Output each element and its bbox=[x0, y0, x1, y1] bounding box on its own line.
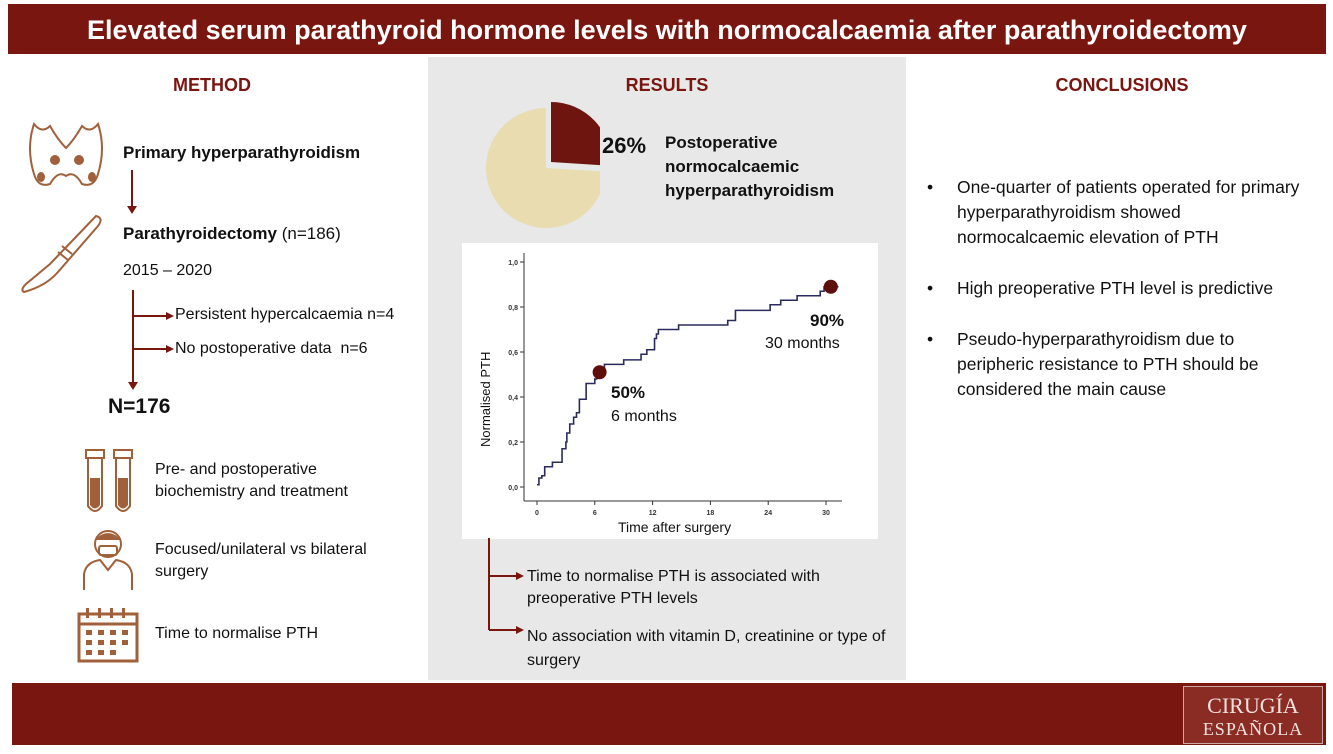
method-item-biochemistry: Pre- and postoperative biochemistry and … bbox=[155, 461, 348, 500]
test-tubes-icon bbox=[85, 449, 133, 512]
conclusions-heading: CONCLUSIONS bbox=[1055, 75, 1189, 95]
annotation-90-value: 90% bbox=[810, 311, 845, 330]
y-axis-label: Normalised PTH bbox=[478, 351, 493, 447]
method-item-time: Time to normalise PTH bbox=[155, 625, 318, 642]
results-heading: RESULTS bbox=[625, 75, 709, 95]
study-period: 2015 – 2020 bbox=[123, 262, 212, 279]
y-tick-label: 1,0 bbox=[508, 260, 518, 267]
footer-banner bbox=[12, 683, 1326, 745]
pie-chart bbox=[486, 102, 600, 228]
x-tick-label: 12 bbox=[649, 510, 657, 517]
annotation-50-label: 6 months bbox=[611, 408, 677, 425]
y-tick-label: 0,2 bbox=[508, 440, 518, 447]
parathyroidectomy-n: (n=186) bbox=[281, 224, 341, 243]
exclusion-hypercalcaemia: Persistent hypercalcaemia n=4 bbox=[175, 306, 395, 323]
chart-card bbox=[462, 243, 878, 539]
method-item-surgery: Focused/unilateral vs bilateral surgery bbox=[155, 541, 367, 580]
results-arrows bbox=[488, 538, 524, 634]
x-tick-label: 18 bbox=[707, 510, 715, 517]
finding-preop-pth: Time to normalise PTH is associated with… bbox=[527, 568, 820, 607]
x-tick-label: 30 bbox=[822, 510, 830, 517]
logo-line1: CIRUGÍA bbox=[1207, 693, 1299, 718]
pie-label: Postoperative normocalcaemic hyperparath… bbox=[665, 133, 835, 200]
conclusions-list: One-quarter of patients operated for pri… bbox=[927, 175, 1307, 428]
y-tick-label: 0,0 bbox=[508, 485, 518, 492]
x-tick-label: 6 bbox=[593, 510, 597, 517]
pie-slice-other bbox=[486, 108, 600, 228]
x-axis-label: Time after surgery bbox=[618, 519, 732, 535]
pie-slice-normocalcaemic bbox=[551, 102, 600, 166]
y-tick-label: 0,6 bbox=[508, 350, 518, 357]
conclusion-item: High preoperative PTH level is predictiv… bbox=[927, 276, 1307, 301]
flow-arrows bbox=[128, 290, 174, 390]
annotation-50-value: 50% bbox=[611, 383, 646, 402]
y-tick-label: 0,4 bbox=[508, 395, 518, 402]
calendar-icon bbox=[77, 608, 139, 663]
conclusion-item: Pseudo-hyperparathyroidism due to periph… bbox=[927, 327, 1307, 402]
x-tick-label: 0 bbox=[535, 510, 539, 517]
thyroid-icon bbox=[29, 121, 103, 186]
pie-percent: 26% bbox=[602, 133, 647, 158]
step-primary-hpt: Primary hyperparathyroidism bbox=[123, 143, 361, 162]
pth-normalisation-chart: 0 6 12 18 24 30 0,0 0,2 0,4 0,6 0,8 1,0 bbox=[508, 253, 842, 517]
annotation-marker bbox=[592, 365, 607, 380]
exclusion-no-data: No postoperative data n=6 bbox=[175, 340, 368, 357]
method-heading: METHOD bbox=[173, 75, 251, 95]
step-parathyroidectomy: Parathyroidectomy (n=186) bbox=[123, 223, 341, 245]
parathyroidectomy-label: Parathyroidectomy bbox=[123, 224, 277, 243]
annotation-marker bbox=[823, 279, 838, 294]
title-banner: Elevated serum parathyroid hormone level… bbox=[8, 4, 1326, 54]
y-tick-label: 0,8 bbox=[508, 305, 518, 312]
final-cohort: N=176 bbox=[108, 395, 171, 418]
arrow-down-icon bbox=[127, 170, 137, 214]
journal-logo: CIRUGÍA ESPAÑOLA bbox=[1183, 686, 1323, 744]
conclusion-item: One-quarter of patients operated for pri… bbox=[927, 175, 1307, 250]
finding-no-association: No association with vitamin D, creatinin… bbox=[527, 628, 886, 669]
x-tick-label: 24 bbox=[764, 510, 772, 517]
surgeon-icon bbox=[83, 530, 133, 590]
survival-step-line bbox=[537, 285, 839, 486]
annotation-90-label: 30 months bbox=[765, 335, 840, 352]
scalpel-icon bbox=[21, 214, 102, 294]
logo-line2: ESPAÑOLA bbox=[1202, 719, 1304, 739]
